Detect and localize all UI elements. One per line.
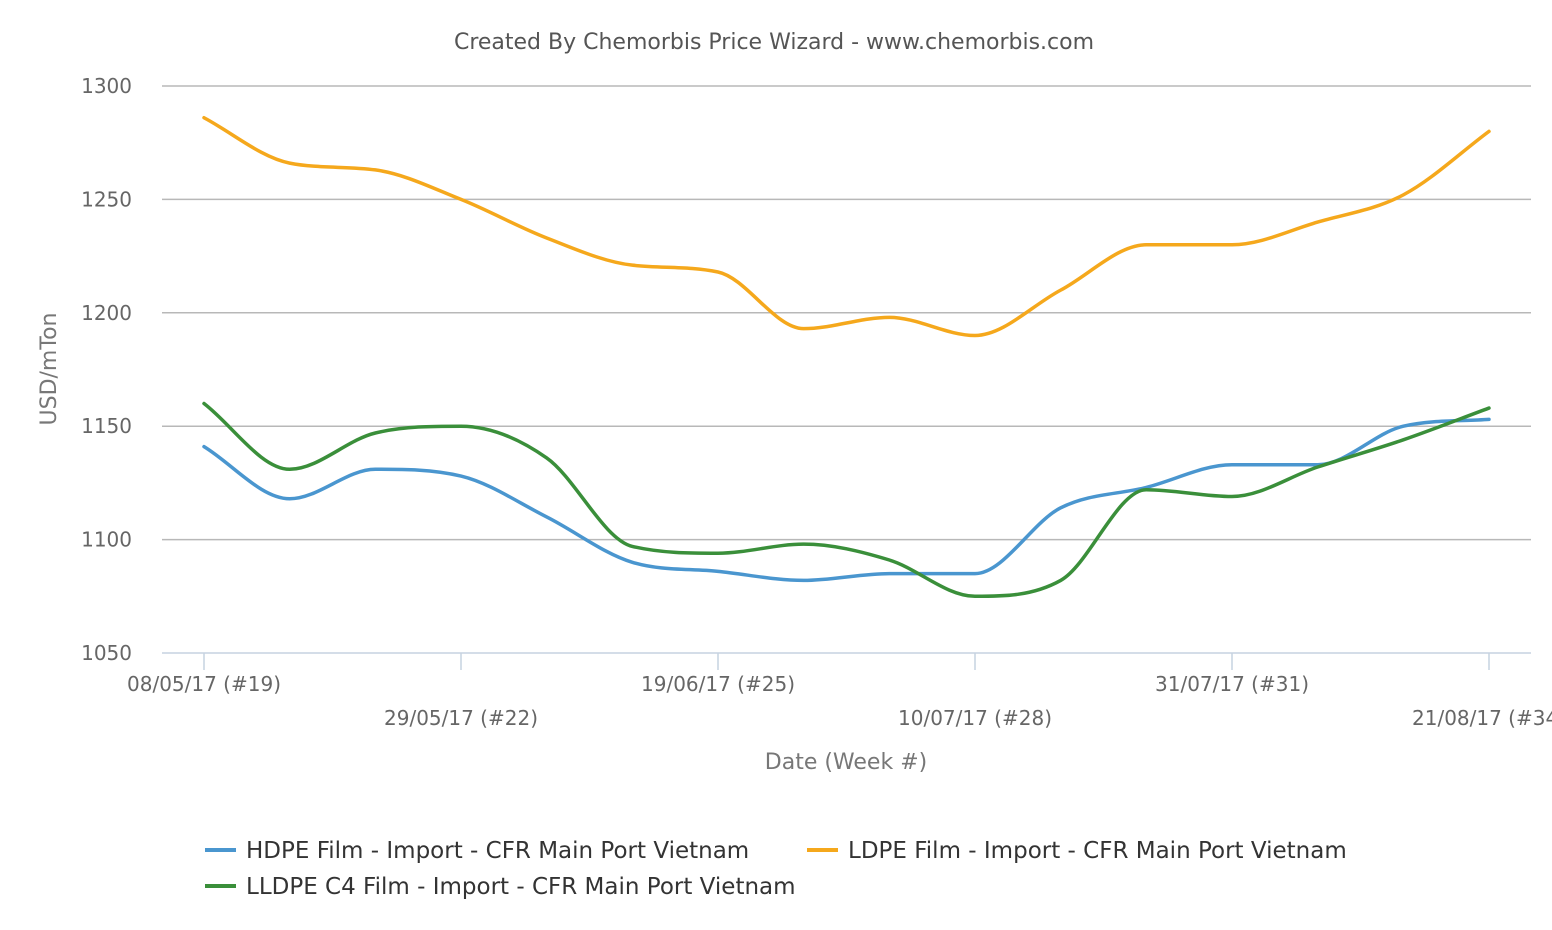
series-lines bbox=[202, 116, 1491, 599]
y-tick-label: 1050 bbox=[81, 641, 132, 665]
y-axis-tick-labels: 1050 1100 1150 1200 1250 1300 bbox=[81, 74, 132, 665]
legend: HDPE Film - Import - CFR Main Port Vietn… bbox=[205, 838, 1347, 900]
legend-label-lldpe: LLDPE C4 Film - Import - CFR Main Port V… bbox=[246, 874, 796, 900]
series-line-ldpe[interactable] bbox=[202, 116, 1491, 338]
x-tick-label: 21/08/17 (#34) bbox=[1412, 706, 1552, 730]
y-tick-label: 1100 bbox=[81, 528, 132, 552]
x-axis-tick-marks bbox=[203, 653, 1490, 670]
chart-title: Created By Chemorbis Price Wizard - www.… bbox=[454, 30, 1094, 55]
y-tick-label: 1200 bbox=[81, 301, 132, 325]
y-tick-label: 1150 bbox=[81, 414, 132, 438]
x-tick-label: 29/05/17 (#22) bbox=[384, 706, 538, 730]
series-line-lldpe[interactable] bbox=[202, 401, 1491, 599]
x-tick-label: 31/07/17 (#31) bbox=[1155, 672, 1309, 696]
x-tick-label: 08/05/17 (#19) bbox=[127, 672, 281, 696]
y-axis-title: USD/mTon bbox=[37, 313, 62, 426]
legend-item-lldpe[interactable]: LLDPE C4 Film - Import - CFR Main Port V… bbox=[205, 874, 796, 900]
x-tick-label: 10/07/17 (#28) bbox=[898, 706, 1052, 730]
x-tick-label: 19/06/17 (#25) bbox=[641, 672, 795, 696]
legend-label-ldpe: LDPE Film - Import - CFR Main Port Vietn… bbox=[848, 838, 1347, 864]
gridlines bbox=[162, 85, 1531, 541]
legend-label-hdpe: HDPE Film - Import - CFR Main Port Vietn… bbox=[246, 838, 749, 864]
series-line-hdpe[interactable] bbox=[202, 417, 1491, 583]
x-axis-tick-labels: 08/05/17 (#19) 29/05/17 (#22) 19/06/17 (#2… bbox=[127, 672, 1552, 730]
legend-item-ldpe[interactable]: LDPE Film - Import - CFR Main Port Vietn… bbox=[807, 838, 1347, 864]
legend-item-hdpe[interactable]: HDPE Film - Import - CFR Main Port Vietn… bbox=[205, 838, 749, 864]
y-tick-label: 1250 bbox=[81, 187, 132, 211]
x-axis-title: Date (Week #) bbox=[765, 750, 927, 775]
y-tick-label: 1300 bbox=[81, 74, 132, 98]
